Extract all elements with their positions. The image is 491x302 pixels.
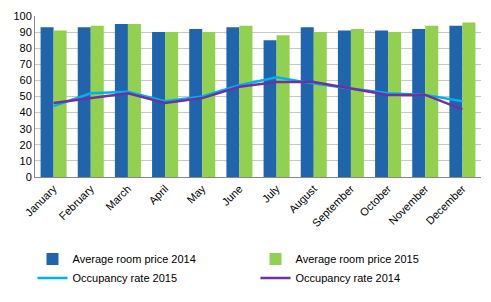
svg-text:December: December bbox=[423, 182, 468, 227]
svg-text:Average room price 2015: Average room price 2015 bbox=[296, 253, 419, 265]
svg-text:0: 0 bbox=[26, 171, 32, 183]
svg-text:January: January bbox=[23, 182, 60, 219]
svg-text:Occupancy rate 2014: Occupancy rate 2014 bbox=[296, 272, 401, 284]
svg-text:10: 10 bbox=[20, 155, 32, 167]
svg-text:90: 90 bbox=[20, 26, 32, 38]
svg-text:October: October bbox=[357, 182, 393, 218]
svg-text:60: 60 bbox=[20, 74, 32, 86]
svg-text:August: August bbox=[286, 183, 319, 216]
svg-text:40: 40 bbox=[20, 106, 32, 118]
svg-text:February: February bbox=[56, 182, 96, 222]
svg-text:September: September bbox=[310, 182, 357, 229]
svg-text:80: 80 bbox=[20, 42, 32, 54]
svg-text:20: 20 bbox=[20, 139, 32, 151]
svg-text:May: May bbox=[184, 182, 208, 206]
svg-text:March: March bbox=[103, 183, 133, 213]
svg-text:Average room price 2014: Average room price 2014 bbox=[73, 253, 196, 265]
svg-text:70: 70 bbox=[20, 58, 32, 70]
svg-text:Occupancy rate 2015: Occupancy rate 2015 bbox=[73, 272, 178, 284]
svg-text:July: July bbox=[260, 182, 283, 205]
svg-text:50: 50 bbox=[20, 90, 32, 102]
svg-text:November: November bbox=[386, 182, 431, 227]
svg-text:April: April bbox=[146, 183, 170, 207]
svg-text:100: 100 bbox=[13, 10, 31, 22]
svg-text:June: June bbox=[219, 183, 244, 208]
svg-text:30: 30 bbox=[20, 123, 32, 135]
